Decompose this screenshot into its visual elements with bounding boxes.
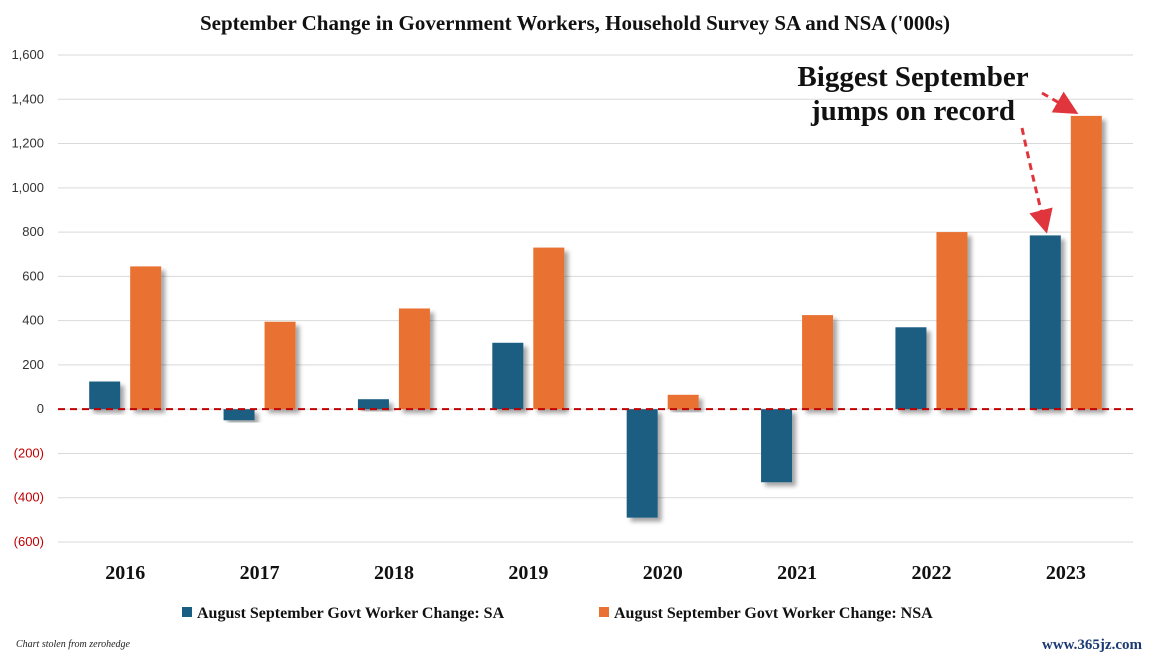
bar-sa-2019 [492, 342, 524, 410]
y-tick-label: 1,400 [11, 91, 44, 106]
annotation: Biggest September jumps on record [797, 61, 1079, 234]
bar-nsa-2022 [936, 232, 968, 410]
x-tick-label: 2016 [105, 562, 145, 584]
x-tick-label: 2023 [1046, 562, 1086, 584]
y-tick-label: 600 [22, 268, 44, 283]
legend-label-sa: August September Govt Worker Change: SA [197, 605, 505, 622]
chart-title: September Change in Government Workers, … [200, 11, 950, 35]
y-tick-label: 1,200 [11, 136, 44, 151]
source-note: Chart stolen from zerohedge [16, 639, 131, 650]
x-tick-label: 2020 [643, 562, 683, 584]
bar-nsa-2023 [1070, 115, 1102, 410]
x-tick-label: 2022 [911, 562, 951, 584]
y-axis-ticks: (600) (400) (200) 0 200 400 600 800 1,000 1,200 1,… [11, 47, 44, 549]
y-tick-label: 400 [22, 313, 44, 328]
x-tick-label: 2021 [777, 562, 817, 584]
bar-sa-2018 [357, 399, 389, 410]
legend-label-nsa: August September Govt Worker Change: NSA [614, 605, 933, 622]
annotation-arrow-nsa [1041, 91, 1079, 114]
x-axis-ticks: 2016 2017 2018 2019 2020 2021 2022 2023 [105, 562, 1086, 584]
legend-swatch-sa [182, 607, 192, 617]
annotation-line-1: Biggest September [797, 61, 1028, 93]
bar-sa-2017 [223, 409, 255, 421]
legend: August September Govt Worker Change: SA … [182, 605, 933, 622]
bar-nsa-2021 [802, 315, 834, 410]
bar-sa-2022 [895, 327, 927, 410]
bar-nsa-2019 [533, 247, 565, 410]
y-tick-label: (400) [14, 490, 44, 505]
y-tick-label: 1,000 [11, 180, 44, 195]
annotation-line-2: jumps on record [810, 95, 1015, 127]
bar-sa-2016 [89, 381, 121, 410]
y-tick-label: (200) [14, 445, 44, 460]
bar-nsa-2018 [398, 308, 430, 410]
bar-sa-2023 [1029, 235, 1061, 410]
bar-nsa-2017 [264, 321, 296, 410]
y-tick-label: 800 [22, 224, 44, 239]
bar-sa-2020 [626, 409, 658, 518]
x-tick-label: 2018 [374, 562, 414, 584]
y-tick-label: (600) [14, 534, 44, 549]
bar-nsa-2016 [130, 266, 162, 410]
legend-swatch-nsa [599, 607, 609, 617]
y-tick-label: 1,600 [11, 47, 44, 62]
bar-sa-2021 [761, 409, 793, 483]
watermark: www.365jz.com [1042, 637, 1142, 653]
annotation-arrow-sa [1020, 127, 1053, 234]
x-tick-label: 2019 [508, 562, 548, 584]
y-tick-label: 0 [37, 401, 44, 416]
gridlines [58, 54, 1133, 543]
y-tick-label: 200 [22, 357, 44, 372]
bars [89, 115, 1102, 518]
bar-nsa-2020 [667, 394, 699, 410]
x-tick-label: 2017 [240, 562, 280, 584]
